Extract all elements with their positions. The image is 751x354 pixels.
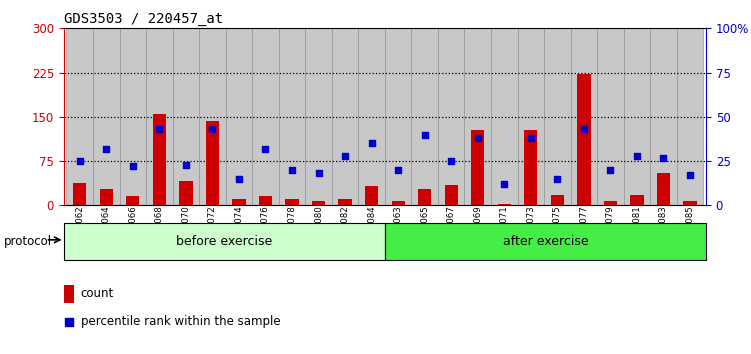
Bar xyxy=(471,130,484,205)
Bar xyxy=(571,28,597,205)
Bar xyxy=(64,223,385,260)
Text: percentile rank within the sample: percentile rank within the sample xyxy=(81,315,280,329)
Point xyxy=(605,167,617,173)
Bar xyxy=(252,28,279,205)
Bar xyxy=(630,195,644,205)
Bar xyxy=(199,28,226,205)
Point xyxy=(207,126,219,132)
Text: after exercise: after exercise xyxy=(502,235,588,248)
Bar xyxy=(152,114,166,205)
Bar xyxy=(73,183,86,205)
Point xyxy=(418,132,430,137)
Bar xyxy=(179,181,192,205)
Bar xyxy=(491,28,517,205)
Bar xyxy=(119,28,146,205)
Bar xyxy=(259,196,272,205)
Point xyxy=(445,158,457,164)
Bar xyxy=(623,28,650,205)
Bar xyxy=(339,199,351,205)
Bar xyxy=(578,74,590,205)
Point xyxy=(657,155,669,160)
Point xyxy=(498,181,510,187)
Bar xyxy=(126,196,140,205)
Bar xyxy=(64,285,74,303)
Bar xyxy=(312,201,325,205)
Bar xyxy=(677,28,703,205)
Point xyxy=(312,171,324,176)
Point xyxy=(286,167,298,173)
Bar xyxy=(226,28,252,205)
Point xyxy=(366,141,378,146)
Bar xyxy=(67,28,93,205)
Point xyxy=(180,162,192,167)
Point xyxy=(63,319,75,325)
Bar xyxy=(544,28,571,205)
Bar xyxy=(385,223,706,260)
Text: GDS3503 / 220457_at: GDS3503 / 220457_at xyxy=(64,12,223,26)
Text: before exercise: before exercise xyxy=(176,235,273,248)
Point xyxy=(472,135,484,141)
Bar xyxy=(146,28,173,205)
Point xyxy=(233,176,245,182)
Bar xyxy=(597,28,623,205)
Point xyxy=(551,176,563,182)
Text: protocol: protocol xyxy=(4,235,52,248)
Point xyxy=(74,158,86,164)
Bar xyxy=(604,201,617,205)
Bar xyxy=(498,204,511,205)
Point xyxy=(101,146,113,152)
Bar xyxy=(391,201,405,205)
Bar xyxy=(358,28,385,205)
Point xyxy=(631,153,643,159)
Point xyxy=(260,146,272,152)
Bar xyxy=(524,130,538,205)
Bar xyxy=(93,28,119,205)
Bar xyxy=(683,201,697,205)
Point xyxy=(127,164,139,169)
Bar xyxy=(650,28,677,205)
Bar xyxy=(279,28,306,205)
Point xyxy=(392,167,404,173)
Point xyxy=(684,172,696,178)
Bar xyxy=(550,195,564,205)
Bar xyxy=(385,28,412,205)
Bar xyxy=(412,28,438,205)
Text: count: count xyxy=(81,287,114,301)
Point xyxy=(525,135,537,141)
Bar xyxy=(464,28,491,205)
Bar xyxy=(445,185,458,205)
Bar xyxy=(232,199,246,205)
Bar xyxy=(365,187,379,205)
Bar xyxy=(438,28,464,205)
Bar xyxy=(306,28,332,205)
Bar xyxy=(657,173,670,205)
Bar xyxy=(332,28,358,205)
Bar xyxy=(418,189,431,205)
Point xyxy=(578,126,590,132)
Point xyxy=(153,126,165,132)
Bar xyxy=(100,189,113,205)
Bar xyxy=(173,28,199,205)
Point xyxy=(339,153,351,159)
Bar xyxy=(517,28,544,205)
Bar xyxy=(206,121,219,205)
Bar xyxy=(285,199,299,205)
